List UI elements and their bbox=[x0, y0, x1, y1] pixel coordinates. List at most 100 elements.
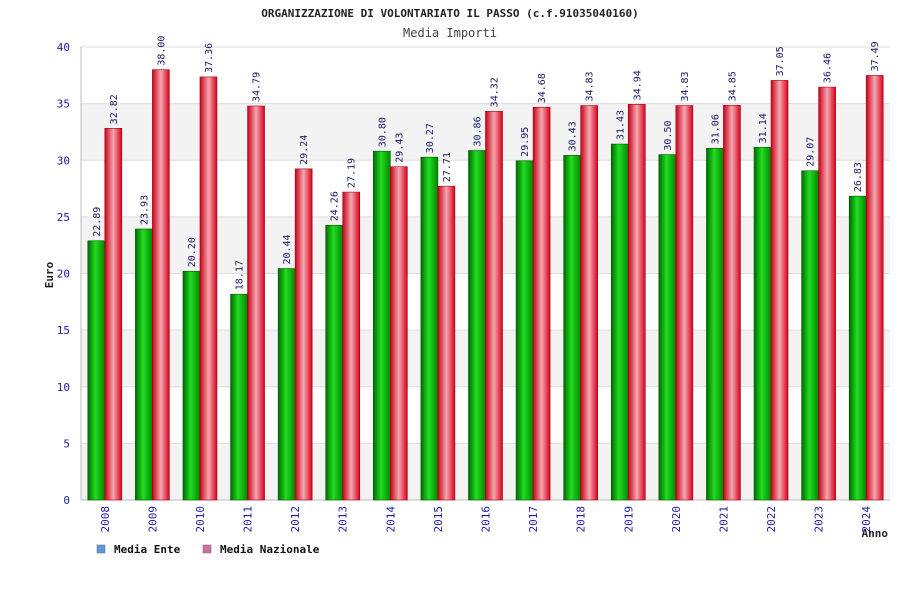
data-label: 27.19 bbox=[347, 158, 358, 188]
legend: Media Ente Media Nazionale bbox=[96, 543, 320, 556]
bar-media-nazionale bbox=[390, 166, 408, 501]
data-label: 30.86 bbox=[473, 116, 484, 146]
bar-media-ente bbox=[373, 150, 391, 501]
data-label: 37.49 bbox=[870, 41, 881, 71]
y-tick-label: 15 bbox=[57, 324, 70, 337]
bar-media-ente bbox=[325, 224, 344, 501]
y-tick-label: 20 bbox=[57, 268, 70, 281]
bar-media-ente bbox=[135, 228, 153, 501]
bar-media-nazionale bbox=[485, 111, 503, 501]
bar-media-ente bbox=[182, 270, 201, 501]
bar-media-nazionale bbox=[675, 105, 694, 501]
x-tick-label: 2015 bbox=[432, 506, 445, 533]
y-tick-label: 0 bbox=[63, 494, 70, 507]
bar-media-nazionale bbox=[104, 128, 123, 501]
data-label: 24.26 bbox=[330, 191, 341, 221]
x-tick-label: 2008 bbox=[99, 506, 112, 533]
y-tick-label: 35 bbox=[57, 98, 70, 111]
bar-media-nazionale bbox=[199, 76, 218, 501]
x-axis-ticks: 2008 2009 2010 2011 2012 2013 2014 2015 2016 2017… bbox=[99, 506, 873, 533]
data-label: 34.85 bbox=[727, 71, 738, 101]
data-label: 30.50 bbox=[663, 120, 674, 150]
data-label: 26.83 bbox=[853, 162, 864, 192]
data-label: 37.36 bbox=[204, 43, 215, 73]
y-tick-label: 40 bbox=[57, 41, 70, 54]
data-label: 29.95 bbox=[520, 127, 531, 157]
y-tick-label: 5 bbox=[63, 437, 70, 450]
legend-swatch bbox=[96, 544, 106, 554]
data-label: 37.05 bbox=[775, 46, 786, 76]
data-label: 34.83 bbox=[680, 71, 691, 101]
y-axis-ticks: 0 5 10 15 20 25 30 35 40 bbox=[57, 41, 70, 507]
bar-media-ente bbox=[801, 170, 819, 501]
data-label: 20.20 bbox=[187, 237, 198, 267]
x-tick-label: 2024 bbox=[860, 506, 873, 533]
bar-media-ente bbox=[87, 240, 106, 501]
bar-media-ente bbox=[658, 154, 677, 501]
data-label: 23.93 bbox=[139, 195, 150, 225]
y-tick-label: 10 bbox=[57, 381, 70, 394]
x-tick-label: 2009 bbox=[146, 506, 159, 533]
bar-media-nazionale bbox=[294, 168, 313, 501]
legend-swatch bbox=[202, 544, 212, 554]
data-label: 27.71 bbox=[442, 152, 453, 182]
x-tick-label: 2017 bbox=[527, 506, 540, 533]
data-label: 34.68 bbox=[537, 73, 548, 103]
data-label: 30.27 bbox=[425, 123, 436, 153]
bar-media-ente bbox=[420, 156, 439, 501]
bar-media-nazionale bbox=[532, 106, 551, 501]
x-tick-label: 2012 bbox=[289, 506, 302, 533]
data-label: 29.43 bbox=[394, 133, 405, 163]
legend-label: Media Nazionale bbox=[220, 543, 320, 556]
data-label: 38.00 bbox=[156, 36, 167, 66]
bar-media-ente bbox=[468, 150, 486, 501]
y-tick-label: 30 bbox=[57, 154, 70, 167]
x-tick-label: 2020 bbox=[670, 506, 683, 533]
x-tick-label: 2014 bbox=[384, 506, 397, 533]
bar-media-nazionale bbox=[152, 69, 170, 501]
data-label: 36.46 bbox=[823, 53, 834, 83]
data-label: 18.17 bbox=[235, 260, 246, 290]
data-label: 30.43 bbox=[568, 121, 579, 151]
data-label: 34.32 bbox=[490, 77, 501, 107]
chart-title: ORGANIZZAZIONE DI VOLONTARIATO IL PASSO … bbox=[261, 7, 639, 20]
y-axis-label: Euro bbox=[43, 261, 56, 288]
data-label: 29.07 bbox=[806, 137, 817, 167]
x-tick-label: 2022 bbox=[765, 506, 778, 533]
bar-media-nazionale bbox=[818, 86, 836, 501]
chart-subtitle: Media Importi bbox=[403, 26, 497, 40]
bar-media-ente bbox=[610, 143, 629, 501]
x-tick-label: 2010 bbox=[194, 506, 207, 533]
bar-media-nazionale bbox=[247, 105, 265, 501]
y-tick-label: 25 bbox=[57, 211, 70, 224]
x-tick-label: 2018 bbox=[575, 506, 588, 533]
x-axis-label: Anno bbox=[862, 527, 889, 540]
value-labels: 22.89 32.82 23.93 38.00 20.20 37.36 18.17 34.79… bbox=[92, 36, 881, 291]
bar-media-ente bbox=[753, 147, 772, 501]
bar-media-nazionale bbox=[437, 185, 456, 501]
bar-media-nazionale bbox=[770, 80, 789, 501]
data-label: 20.44 bbox=[282, 234, 293, 264]
data-label: 22.89 bbox=[92, 207, 103, 237]
x-tick-label: 2023 bbox=[813, 506, 826, 533]
data-label: 34.94 bbox=[632, 70, 643, 100]
x-tick-label: 2011 bbox=[242, 506, 255, 533]
bar-media-ente bbox=[230, 293, 248, 501]
bar-media-nazionale bbox=[627, 104, 646, 501]
data-label: 30.80 bbox=[377, 117, 388, 147]
bar-media-nazionale bbox=[723, 105, 741, 501]
data-label: 31.43 bbox=[615, 110, 626, 140]
data-label: 31.14 bbox=[758, 113, 769, 143]
bar-media-ente bbox=[563, 155, 581, 501]
data-label: 29.24 bbox=[299, 135, 310, 165]
bars bbox=[87, 69, 884, 501]
x-tick-label: 2021 bbox=[717, 506, 730, 533]
data-label: 34.83 bbox=[585, 71, 596, 101]
x-tick-label: 2013 bbox=[337, 506, 350, 533]
data-label: 32.82 bbox=[109, 94, 120, 124]
bar-media-nazionale bbox=[865, 75, 884, 501]
legend-label: Media Ente bbox=[114, 543, 181, 556]
bar-media-nazionale bbox=[580, 105, 598, 501]
x-tick-label: 2019 bbox=[622, 506, 635, 533]
